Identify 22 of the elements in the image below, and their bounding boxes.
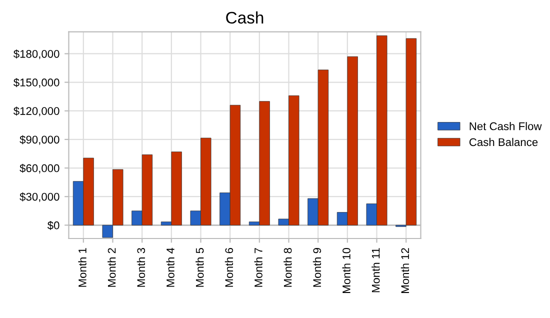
legend-label: Cash Balance (469, 138, 538, 146)
chart-title: Cash (226, 11, 264, 24)
x-tick-label: Month 3 (136, 248, 146, 287)
legend-label: Net Cash Flow (470, 122, 542, 130)
x-tick-label: Month 1 (78, 248, 86, 287)
y-tick-label: $30,000 (20, 192, 60, 202)
y-tick-label: $120,000 (14, 106, 60, 116)
y-tick-label: $60,000 (20, 164, 60, 174)
x-tick-label: Month 5 (196, 248, 204, 287)
y-tick-label: $0 (47, 220, 60, 230)
x-tick-label: Month 10 (342, 248, 350, 293)
x-tick-label: Month 12 (400, 248, 410, 293)
y-tick-label: $150,000 (14, 78, 60, 88)
x-tick-label: Month 6 (224, 248, 234, 287)
x-tick-label: Month 11 (372, 248, 380, 292)
x-tick-label: Month 2 (108, 248, 116, 287)
y-tick-label: $180,000 (14, 50, 60, 60)
x-tick-label: Month 4 (166, 248, 174, 287)
x-tick-label: Month 7 (254, 248, 262, 287)
x-tick-label: Month 9 (312, 248, 322, 287)
x-tick-label: Month 8 (284, 248, 292, 287)
y-tick-label: $90,000 (20, 135, 60, 145)
